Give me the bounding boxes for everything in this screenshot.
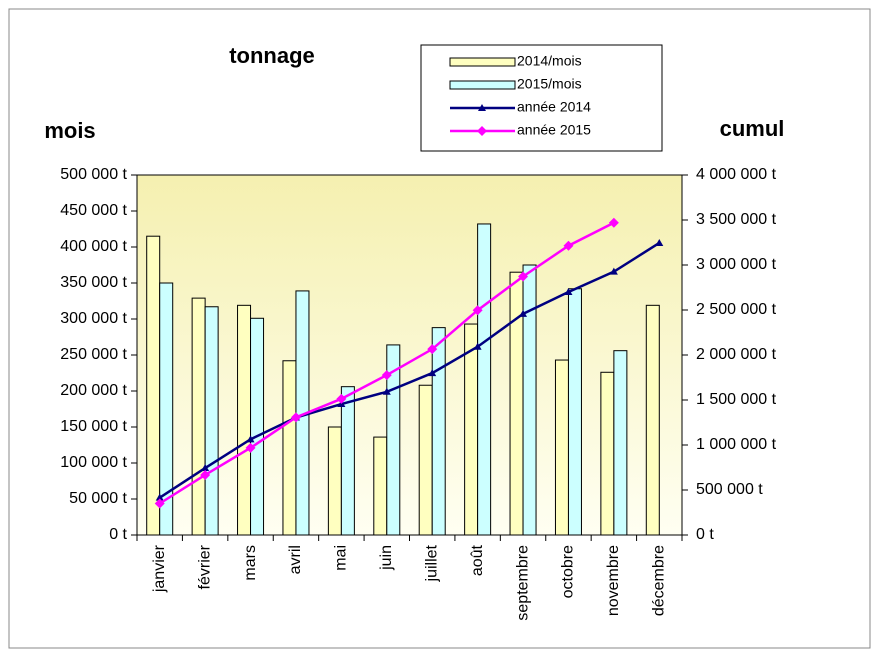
line (159, 241, 660, 499)
x-tick-label: juillet (423, 544, 440, 582)
marker (290, 412, 301, 423)
marker (478, 104, 486, 111)
x-tick-label: mai (333, 545, 350, 571)
bar (613, 350, 628, 536)
y-tick-label: 250 000 t (60, 346, 127, 363)
y2-tick-label: 3 000 000 t (696, 256, 777, 273)
marker (477, 126, 487, 136)
legend-swatch (449, 80, 516, 90)
marker (473, 342, 482, 350)
bar (418, 384, 433, 536)
legend-label: année 2014 (517, 99, 591, 115)
marker (609, 267, 618, 275)
y2-tick-label: 500 000 t (696, 481, 763, 498)
x-tick-label: décembre (651, 545, 668, 616)
marker (519, 309, 528, 317)
y-tick-label: 0 t (109, 526, 127, 543)
y-tick-label: 50 000 t (69, 490, 127, 507)
legend-label: année 2015 (517, 122, 591, 138)
y2-tick-label: 3 500 000 t (696, 211, 777, 228)
bar (237, 304, 252, 536)
legend-swatch (449, 57, 516, 67)
marker (563, 240, 574, 251)
marker (154, 498, 165, 509)
x-tick-label: août (469, 544, 486, 576)
marker (518, 271, 529, 282)
y-axis-title: mois (44, 118, 95, 143)
y2-tick-label: 0 t (696, 526, 714, 543)
y2-tick-label: 1 500 000 t (696, 391, 777, 408)
x-tick-label: juin (378, 545, 395, 571)
bar (567, 288, 582, 536)
y2-tick-label: 2 000 000 t (696, 346, 777, 363)
y-tick-label: 100 000 t (60, 454, 127, 471)
marker (655, 238, 664, 246)
y-tick-label: 450 000 t (60, 202, 127, 219)
y-tick-label: 400 000 t (60, 238, 127, 255)
marker (382, 387, 391, 395)
x-tick-label: avril (287, 545, 304, 574)
x-tick-label: septembre (514, 545, 531, 621)
marker (564, 288, 573, 295)
bar (477, 223, 492, 536)
bar (373, 436, 388, 536)
marker (608, 217, 619, 228)
y-tick-label: 300 000 t (60, 310, 127, 327)
marker (246, 435, 255, 443)
y2-tick-label: 1 000 000 t (696, 436, 777, 453)
marker (245, 442, 256, 453)
marker (381, 370, 392, 381)
bar (340, 386, 355, 536)
bar (159, 282, 174, 536)
y-tick-label: 350 000 t (60, 274, 127, 291)
bar (146, 235, 161, 536)
y-tick-label: 200 000 t (60, 382, 127, 399)
marker (200, 469, 211, 480)
x-tick-label: mars (242, 545, 259, 581)
bar (282, 360, 297, 536)
bar (431, 327, 446, 536)
y2-tick-label: 4 000 000 t (696, 166, 777, 183)
legend-label: 2014/mois (517, 53, 582, 69)
bar (464, 323, 479, 536)
y-tick-label: 150 000 t (60, 418, 127, 435)
bar (554, 359, 569, 536)
marker (427, 344, 438, 355)
x-tick-label: novembre (605, 545, 622, 616)
y-tick-label: 500 000 t (60, 166, 127, 183)
marker (155, 493, 164, 501)
bar (600, 371, 615, 536)
legend-label: 2015/mois (517, 76, 582, 92)
bar (522, 264, 537, 536)
y2-axis-title: cumul (720, 116, 785, 141)
bar (204, 306, 219, 536)
bar (191, 297, 206, 536)
marker (336, 393, 347, 404)
y2-tick-label: 2 500 000 t (696, 301, 777, 318)
marker (472, 305, 483, 316)
marker (428, 369, 437, 377)
bar (250, 317, 265, 536)
chart-title: tonnage (229, 43, 315, 68)
x-tick-label: janvier (151, 544, 168, 593)
bar (327, 426, 342, 536)
bar (645, 304, 660, 536)
x-tick-label: octobre (560, 545, 577, 598)
x-tick-label: février (196, 544, 213, 589)
bar (509, 271, 524, 536)
marker (201, 464, 210, 472)
bar (386, 344, 401, 536)
